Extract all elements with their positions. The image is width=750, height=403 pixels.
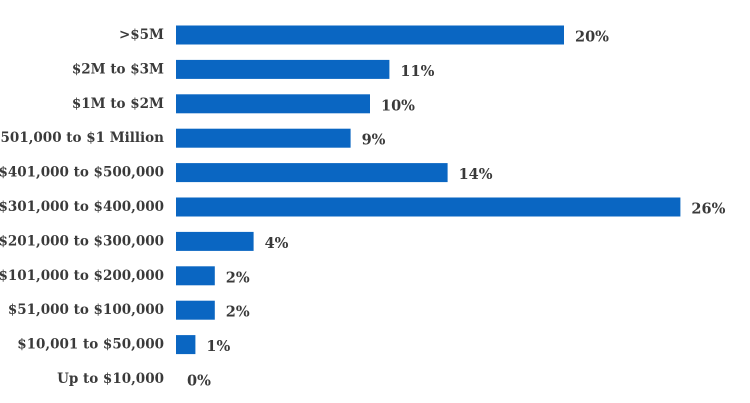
bar [176, 59, 390, 79]
value-label: 10% [381, 97, 415, 114]
category-label: $401,000 to $500,000 [0, 165, 164, 181]
bar [176, 25, 564, 45]
value-label: 20% [575, 29, 609, 46]
value-label: 9% [362, 132, 386, 149]
bar [176, 163, 448, 183]
bar [176, 266, 215, 286]
bar [176, 231, 254, 251]
category-label: >$5M [119, 27, 164, 43]
value-label: 1% [206, 338, 230, 355]
category-label: $10,001 to $50,000 [17, 337, 164, 353]
bar [176, 197, 681, 217]
value-label: 2% [226, 269, 250, 286]
category-label: $101,000 to $200,000 [0, 268, 164, 284]
category-label: $1M to $2M [72, 96, 164, 112]
bar [176, 335, 196, 355]
bar [176, 128, 351, 148]
value-label: 4% [265, 235, 289, 252]
category-label: $2M to $3M [72, 61, 164, 77]
value-label: 0% [187, 373, 211, 390]
value-label: 14% [459, 166, 493, 183]
value-label: 11% [400, 63, 434, 80]
plot-area: >$5M 20% $2M to $3M 11% $1M to $2M 10% $501,00… [0, 25, 726, 390]
category-label: Up to $10,000 [57, 371, 164, 387]
value-label: 2% [226, 304, 250, 321]
category-label: $201,000 to $300,000 [0, 233, 164, 249]
category-label: $501,000 to $1 Million [0, 130, 164, 146]
value-label: 26% [691, 201, 725, 218]
bar [176, 300, 215, 320]
category-label: $301,000 to $400,000 [0, 199, 164, 215]
bar [176, 94, 370, 114]
category-label: $51,000 to $100,000 [8, 302, 164, 318]
